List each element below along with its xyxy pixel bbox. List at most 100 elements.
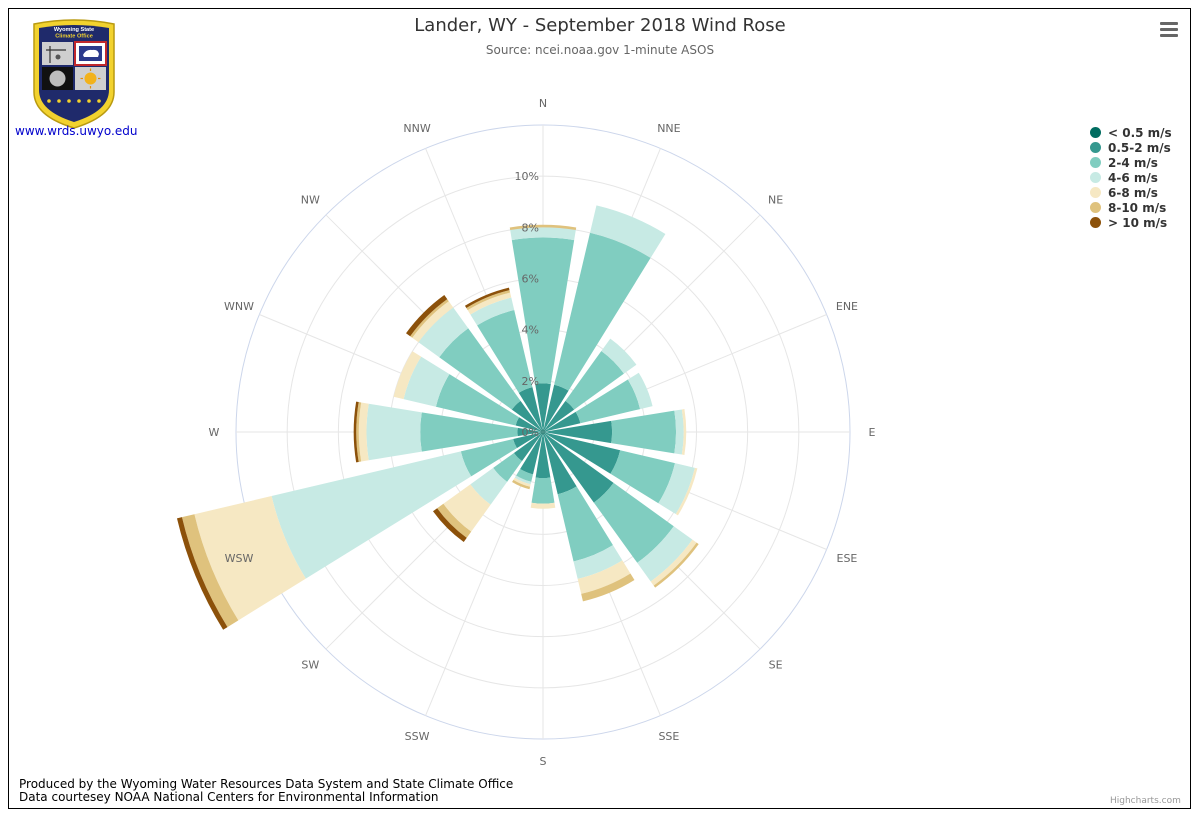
wind-bar-SSW[interactable]	[514, 475, 532, 485]
wind-bar-W[interactable]	[356, 402, 362, 462]
wind-bar-W[interactable]	[517, 427, 541, 437]
wind-bar-SSW[interactable]	[513, 477, 531, 487]
wind-bar-SSW[interactable]	[541, 432, 543, 435]
wind-bar-NE[interactable]	[601, 338, 637, 374]
legend-item[interactable]: 6-8 m/s	[1090, 185, 1172, 200]
wind-bar-SE[interactable]	[653, 542, 699, 588]
logo-website-link[interactable]: www.wrds.uwyo.edu	[15, 124, 138, 138]
wind-bar-WNW[interactable]	[515, 417, 541, 432]
wind-bar-E[interactable]	[545, 420, 613, 444]
wind-bar-ESE[interactable]	[658, 463, 695, 515]
wind-bar-W[interactable]	[366, 403, 422, 461]
wind-bar-N[interactable]	[509, 224, 577, 230]
wind-bar-NW[interactable]	[439, 328, 521, 410]
wind-bar-S[interactable]	[531, 477, 555, 504]
wind-bar-NNW[interactable]	[470, 297, 515, 326]
wind-bar-SSE[interactable]	[557, 486, 613, 562]
legend-item[interactable]: < 0.5 m/s	[1090, 125, 1172, 140]
wind-bar-NNE[interactable]	[589, 205, 666, 258]
wind-bar-NW[interactable]	[412, 301, 454, 343]
wind-bar-WSW[interactable]	[271, 451, 472, 579]
wind-bar-ESE[interactable]	[545, 432, 621, 474]
hamburger-menu-icon[interactable]	[1160, 22, 1178, 38]
wind-bar-WNW[interactable]	[435, 374, 520, 426]
wind-bar-NE[interactable]	[565, 351, 624, 410]
wind-bar-WSW[interactable]	[194, 496, 306, 621]
wind-bar-W[interactable]	[353, 401, 359, 463]
wind-bar-SSE[interactable]	[581, 573, 635, 602]
wind-bar-NNW[interactable]	[466, 290, 511, 311]
wind-bar-E[interactable]	[611, 410, 677, 454]
wind-bar-WNW[interactable]	[540, 430, 543, 432]
wind-bar-SE[interactable]	[593, 482, 674, 563]
wind-bar-WSW[interactable]	[460, 439, 517, 477]
wind-bar-WSW[interactable]	[540, 432, 543, 434]
wind-bar-NW[interactable]	[406, 295, 448, 337]
wind-bar-NW[interactable]	[540, 429, 543, 432]
wind-bar-NE[interactable]	[544, 400, 575, 431]
highcharts-credits[interactable]: Highcharts.com	[1110, 796, 1181, 806]
wind-bar-SSW[interactable]	[512, 479, 531, 490]
wind-bar-ENE[interactable]	[627, 372, 653, 410]
wind-bar-ENE[interactable]	[575, 379, 641, 424]
wind-bar-SSW[interactable]	[520, 434, 543, 475]
wind-bar-SSE[interactable]	[543, 432, 545, 435]
wind-bar-S[interactable]	[530, 502, 556, 509]
wind-bar-SW[interactable]	[493, 452, 523, 482]
wind-bar-NNW[interactable]	[464, 287, 510, 308]
wind-bar-SSE[interactable]	[543, 434, 577, 495]
legend-item[interactable]: > 10 m/s	[1090, 215, 1172, 230]
wind-bar-WSW[interactable]	[513, 432, 541, 449]
wind-bar-NW[interactable]	[410, 299, 449, 338]
wind-bar-W[interactable]	[358, 402, 369, 462]
wind-bar-SW[interactable]	[443, 484, 491, 532]
wind-bar-SE[interactable]	[543, 432, 546, 435]
wind-bar-N[interactable]	[511, 237, 575, 385]
wind-bar-W[interactable]	[540, 431, 543, 433]
wind-bar-SE[interactable]	[637, 526, 693, 582]
wind-bar-ENE[interactable]	[545, 411, 581, 432]
wind-bar-NNE[interactable]	[543, 429, 545, 432]
wind-bar-SE[interactable]	[650, 539, 697, 586]
wind-bar-SW[interactable]	[437, 503, 472, 538]
wind-bar-N[interactable]	[542, 429, 544, 432]
wind-bar-ESE[interactable]	[543, 432, 546, 434]
wind-bar-NNW[interactable]	[477, 309, 533, 393]
wind-bar-NW[interactable]	[418, 307, 469, 358]
wind-bar-NNW[interactable]	[518, 387, 543, 430]
wind-bar-S[interactable]	[542, 432, 544, 435]
wind-bar-E[interactable]	[543, 431, 546, 433]
wind-bar-ESE[interactable]	[610, 450, 675, 504]
wind-bar-W[interactable]	[420, 412, 518, 452]
legend-item[interactable]: 4-6 m/s	[1090, 170, 1172, 185]
wind-bar-NNW[interactable]	[467, 292, 512, 315]
wind-bar-WNW[interactable]	[403, 356, 450, 407]
wind-bar-NNE[interactable]	[543, 384, 569, 430]
legend-item[interactable]: 2-4 m/s	[1090, 155, 1172, 170]
wind-bar-NNW[interactable]	[541, 429, 543, 432]
wind-bar-SSE[interactable]	[573, 545, 623, 579]
legend-label: < 0.5 m/s	[1108, 125, 1172, 140]
wind-bar-SW[interactable]	[540, 432, 543, 435]
wind-bar-NNE[interactable]	[554, 232, 651, 391]
wind-bar-WNW[interactable]	[393, 351, 422, 400]
wind-bar-E[interactable]	[674, 409, 684, 455]
wind-bar-WSW[interactable]	[176, 517, 228, 630]
wind-bar-SE[interactable]	[544, 433, 614, 503]
legend-item[interactable]: 0.5-2 m/s	[1090, 140, 1172, 155]
wind-bar-SSW[interactable]	[516, 468, 534, 482]
wind-bar-N[interactable]	[510, 227, 576, 241]
wind-bar-NW[interactable]	[511, 400, 542, 431]
legend-item[interactable]: 8-10 m/s	[1090, 200, 1172, 215]
wind-bar-SW[interactable]	[470, 467, 508, 505]
wind-bar-SSE[interactable]	[577, 560, 631, 594]
wind-bar-SW[interactable]	[432, 508, 467, 543]
wind-bar-ENE[interactable]	[543, 430, 546, 432]
wind-bar-S[interactable]	[535, 434, 551, 479]
wind-bar-NE[interactable]	[543, 429, 546, 432]
wind-bar-SW[interactable]	[513, 433, 542, 462]
wind-bar-ESE[interactable]	[675, 467, 698, 516]
wind-bar-WSW[interactable]	[181, 514, 239, 628]
wind-bar-N[interactable]	[535, 383, 551, 430]
wind-bar-E[interactable]	[681, 409, 687, 455]
